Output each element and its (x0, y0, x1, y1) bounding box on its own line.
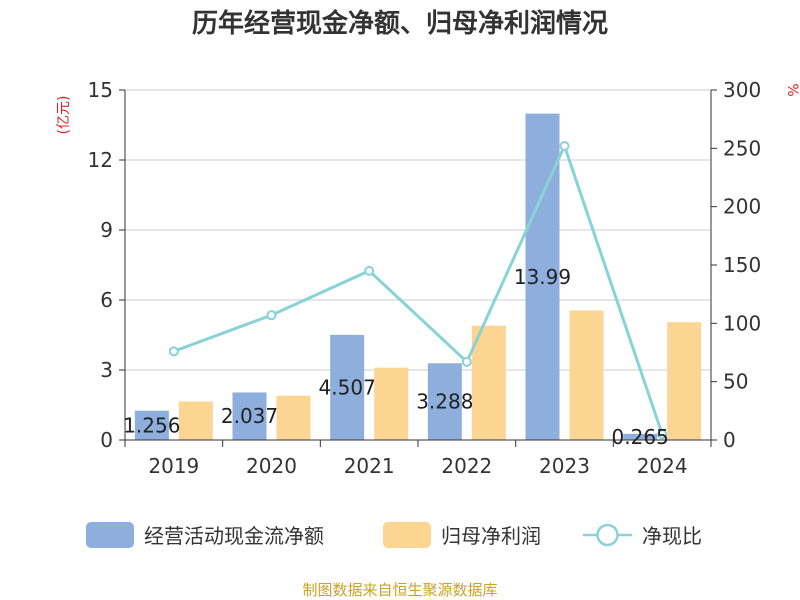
source-note: 制图数据来自恒生聚源数据库 (302, 581, 497, 599)
data-label-cashflow: 1.256 (123, 413, 180, 437)
legend-swatch-ratio-marker (596, 523, 619, 547)
ratio-point (266, 310, 277, 321)
ratio-line-layer (168, 141, 668, 440)
x-axis-tick-label: 2021 (344, 454, 395, 478)
right-axis-tick-label: 200 (723, 195, 761, 219)
right-axis-label: % (784, 83, 800, 96)
right-axis-tick-label: 150 (723, 253, 761, 277)
bar-profit (374, 367, 409, 440)
bar-profit (178, 401, 213, 440)
x-axis-tick-label: 2020 (246, 454, 297, 478)
chart-title: 历年经营现金净额、归母净利润情况 (192, 8, 608, 39)
x-axis-tick-label: 2019 (148, 454, 199, 478)
left-axis-tick-label: 3 (100, 358, 113, 382)
bar-cashflow (232, 392, 267, 440)
ratio-point (364, 265, 375, 276)
legend-label-cashflow: 经营活动现金流净额 (144, 524, 324, 548)
grid-lines (125, 89, 711, 371)
left-axis-label: (亿元) (56, 96, 72, 135)
legend-swatch-profit (383, 522, 431, 548)
data-label-cashflow: 3.288 (416, 390, 473, 414)
left-axis-tick-label: 0 (100, 428, 113, 452)
bar-cashflow (623, 433, 658, 440)
legend-swatch-cashflow (86, 522, 134, 548)
bar-profit (667, 322, 702, 440)
legend-label-profit: 归母净利润 (441, 524, 541, 548)
x-axis-tick-label: 2023 (539, 454, 590, 478)
ratio-point (461, 356, 472, 367)
ratio-point (559, 141, 570, 151)
bar-profit (569, 310, 604, 440)
legend-label-ratio: 净现比 (642, 524, 702, 548)
bar-cashflow (134, 410, 169, 440)
bar-profit (276, 395, 311, 440)
left-axis-tick-label: 9 (100, 218, 113, 242)
bars (134, 113, 702, 441)
data-label-cashflow: 2.037 (221, 404, 278, 428)
x-axis-tick-label: 2024 (637, 454, 688, 478)
right-axis-tick-label: 100 (723, 311, 761, 335)
left-axis-tick-label: 12 (88, 148, 113, 172)
bar-profit (471, 325, 506, 440)
right-axis-tick-label: 50 (723, 370, 748, 394)
data-label-cashflow: 0.265 (612, 425, 669, 449)
legend: 经营活动现金流净额 归母净利润 净现比 (86, 522, 702, 548)
x-axis-tick-label: 2022 (441, 454, 492, 478)
right-axis-tick-label: 250 (723, 136, 761, 160)
left-axis-tick-label: 6 (100, 288, 113, 312)
data-labels: 1.256 2.037 4.507 3.288 13.99 0.265 (123, 265, 669, 449)
right-axis-tick-label: 0 (723, 428, 736, 452)
ratio-line (173, 141, 664, 435)
ratio-point (657, 429, 668, 440)
bar-cashflow (330, 334, 365, 440)
data-label-cashflow: 4.507 (319, 375, 376, 399)
left-axis-tick-label: 15 (88, 78, 113, 102)
ratio-point (168, 346, 179, 357)
data-label-cashflow: 13.99 (514, 265, 571, 289)
right-axis-tick-label: 300 (723, 78, 761, 102)
bar-cashflow (427, 363, 462, 440)
